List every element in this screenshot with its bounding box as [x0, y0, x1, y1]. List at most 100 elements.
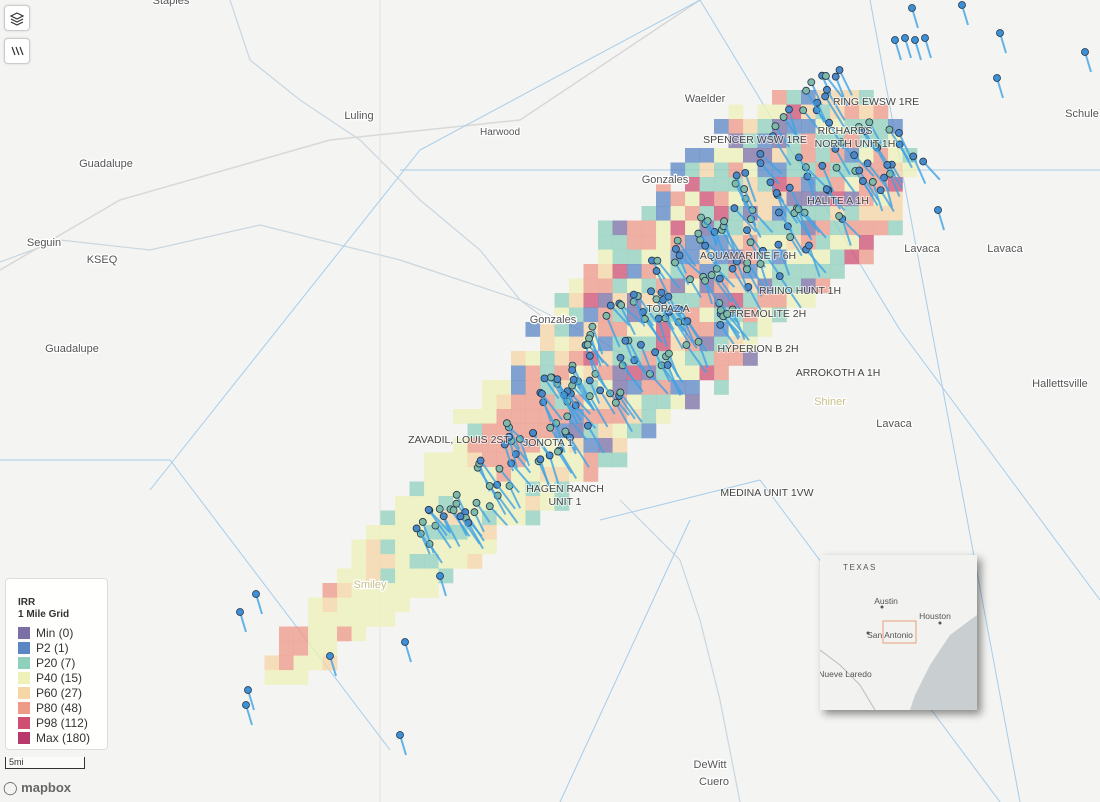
well-lateral — [871, 181, 884, 212]
legend-label: Max (180) — [36, 730, 91, 745]
grid-cell — [670, 162, 686, 178]
well-lateral — [654, 351, 671, 383]
layers-button[interactable] — [4, 5, 30, 31]
well-head — [720, 217, 728, 226]
place-label: Shiner — [814, 396, 846, 408]
well-head — [723, 310, 732, 318]
well-head — [756, 150, 765, 158]
well-head — [553, 375, 562, 384]
grid-cell — [395, 496, 410, 511]
grid-cell — [699, 293, 715, 308]
grid-cell — [801, 119, 816, 134]
grid-cell — [598, 409, 613, 424]
grid-cell — [786, 90, 802, 105]
well-head — [802, 86, 811, 95]
well-head — [485, 502, 494, 511]
grid-cell — [380, 539, 396, 555]
grid-cell — [641, 380, 657, 395]
legend-item: P20 (7) — [18, 655, 107, 670]
well-lateral — [786, 225, 805, 254]
grid-cell — [859, 220, 874, 236]
well-lateral — [744, 172, 757, 203]
grid-cell — [598, 322, 613, 337]
well-head — [707, 271, 716, 279]
grid-cell — [859, 133, 874, 149]
grid-cell — [815, 148, 831, 163]
well-head — [326, 652, 334, 660]
well-lateral — [532, 432, 551, 457]
well-lateral — [588, 380, 601, 404]
well-lateral — [467, 522, 484, 550]
well-head — [536, 455, 545, 464]
well-head — [919, 157, 928, 166]
grid-cell — [366, 539, 381, 555]
wells-toggle-button[interactable] — [4, 38, 30, 64]
grid-cell — [308, 641, 323, 656]
well-head — [1081, 48, 1089, 56]
grid-cell — [714, 191, 729, 207]
place-label: Waelder — [685, 93, 726, 105]
well-head — [675, 251, 684, 260]
well-lateral — [489, 505, 508, 527]
grid-cell — [351, 554, 367, 569]
well-head — [436, 572, 444, 580]
grid-cell — [743, 322, 758, 337]
grid-cell — [627, 235, 642, 250]
well-lateral — [588, 355, 607, 389]
legend-swatch — [18, 671, 30, 684]
grid-cell — [540, 336, 555, 352]
well-lateral — [655, 298, 675, 331]
well-label: NORTH UNIT 1H — [815, 138, 896, 150]
grid-cell — [525, 409, 541, 424]
legend: IRR 1 Mile Grid Min (0) P2 (1) P20 (7) P40 … — [5, 578, 108, 750]
grid-cell — [351, 597, 367, 613]
well-head — [547, 373, 555, 382]
grid-cell — [685, 191, 700, 207]
well-head — [876, 186, 885, 195]
grid-cell — [685, 264, 700, 279]
well-lateral — [649, 373, 669, 395]
grid-cell — [308, 655, 323, 671]
city-dot — [938, 621, 942, 625]
grid-cell — [511, 380, 526, 395]
well-lateral — [614, 402, 633, 433]
place-label: Gonzales — [530, 314, 577, 326]
layers-icon — [9, 12, 25, 26]
grid-cell — [409, 539, 425, 555]
well-lateral — [548, 455, 560, 484]
legend-swatch — [18, 701, 30, 714]
well-head — [665, 307, 674, 316]
grid-cell — [670, 394, 686, 410]
grid-cell — [786, 278, 802, 294]
grid-cell — [482, 394, 497, 410]
well-lateral — [676, 240, 697, 267]
well-lateral — [609, 392, 630, 416]
grid-cell — [656, 235, 671, 250]
grid-cell — [888, 206, 903, 221]
grid-cell — [685, 394, 700, 410]
well-label: RHINO HUNT 1H — [759, 285, 841, 297]
well-head — [396, 731, 404, 739]
grid-cell — [322, 583, 338, 598]
well-lateral — [883, 177, 894, 208]
well-lateral — [697, 341, 709, 369]
well-lateral — [723, 220, 736, 251]
well-head — [244, 686, 252, 694]
grid-cell — [598, 336, 613, 352]
well-label: ARROKOTH A 1H — [796, 367, 881, 379]
grid-cell — [583, 467, 599, 482]
road — [0, 0, 701, 271]
grid-cell — [612, 249, 628, 265]
grid-cell — [612, 423, 628, 439]
grid-cell — [496, 394, 512, 410]
well-label: RICHARDS — [818, 125, 873, 137]
grid-cell — [612, 452, 628, 468]
grid-cell — [772, 293, 787, 308]
well-head — [651, 348, 660, 357]
grid-cell — [293, 670, 309, 685]
grid-cell — [714, 206, 729, 221]
well-head — [732, 171, 741, 180]
scale-bar: 5mi — [5, 757, 85, 769]
well-lateral — [427, 509, 448, 537]
grid-cell — [641, 423, 657, 439]
